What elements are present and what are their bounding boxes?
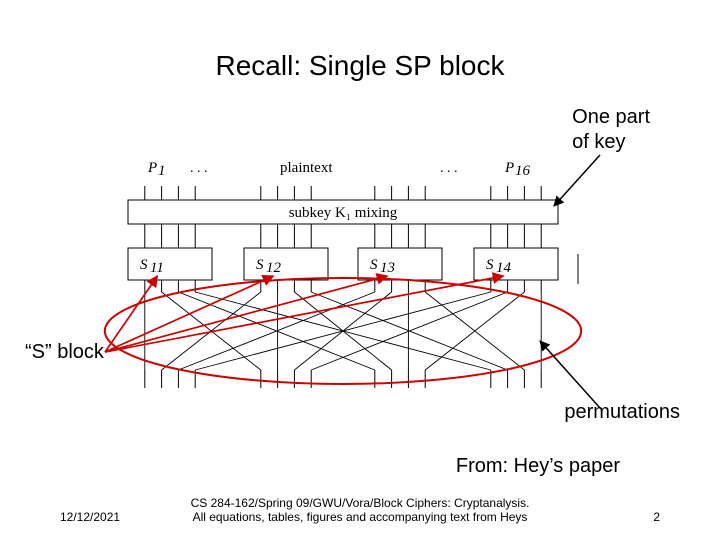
- svg-text:. . .: . . .: [440, 161, 458, 176]
- sp-block-diagram: P1. . .plaintext. . .P16subkey K₁ mixing…: [0, 0, 720, 540]
- svg-text:12: 12: [266, 260, 282, 276]
- svg-text:14: 14: [496, 260, 512, 276]
- svg-text:plaintext: plaintext: [280, 160, 333, 176]
- svg-text:11: 11: [150, 260, 164, 276]
- svg-text:. . .: . . .: [190, 161, 208, 176]
- svg-text:S: S: [256, 257, 264, 273]
- svg-text:13: 13: [380, 260, 395, 276]
- svg-text:S: S: [140, 257, 148, 273]
- svg-text:P: P: [504, 160, 514, 176]
- svg-text:1: 1: [158, 163, 166, 179]
- svg-text:P: P: [147, 160, 157, 176]
- svg-text:S: S: [370, 257, 378, 273]
- svg-text:16: 16: [515, 163, 531, 179]
- svg-text:subkey K₁ mixing: subkey K₁ mixing: [289, 205, 398, 221]
- svg-text:S: S: [486, 257, 494, 273]
